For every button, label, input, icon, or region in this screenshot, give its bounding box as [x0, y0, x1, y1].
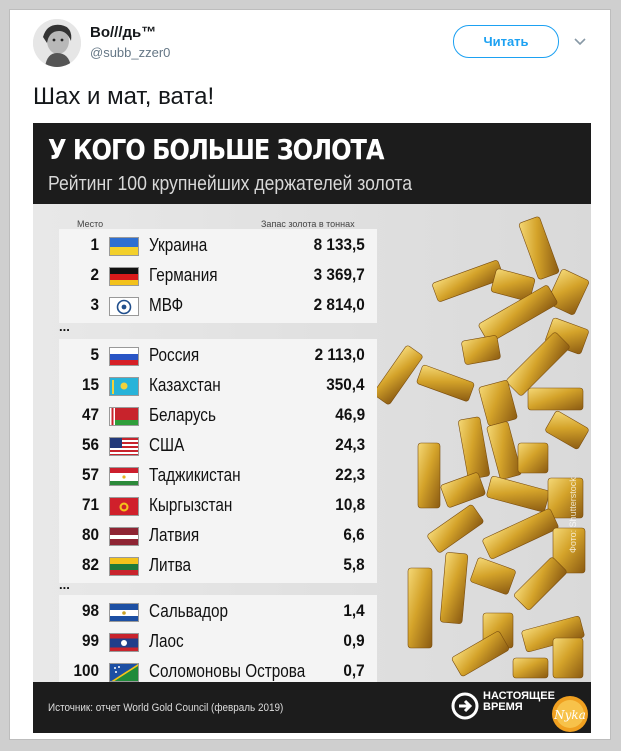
ranking-row: 82 Литва 5,8	[59, 551, 365, 581]
ranking-row: 5 Россия 2 113,0	[59, 341, 365, 371]
ellipsis-1: ...	[59, 319, 70, 334]
rank-number: 1	[90, 235, 99, 254]
gold-amount: 10,8	[335, 495, 365, 514]
rank-number: 80	[81, 525, 99, 544]
avatar-portrait-icon	[33, 19, 81, 67]
latvia-flag-icon	[109, 527, 139, 546]
infographic-footer: Источник: отчет World Gold Council (февр…	[33, 682, 591, 733]
rank-number: 56	[81, 435, 99, 454]
infographic-header: У КОГО БОЛЬШЕ ЗОЛОТА Рейтинг 100 крупней…	[33, 123, 591, 204]
gold-amount: 0,9	[343, 631, 365, 650]
ranking-row: 47 Беларусь 46,9	[59, 401, 365, 431]
brand-line-1: НАСТОЯЩЕЕ	[483, 690, 555, 702]
follow-button[interactable]: Читать	[453, 25, 559, 58]
gold-amount: 22,3	[335, 465, 365, 484]
country-name: Лаос	[149, 631, 184, 651]
infographic-title: У КОГО БОЛЬШЕ ЗОЛОТА	[48, 133, 385, 166]
country-name: Соломоновы Острова	[149, 661, 306, 681]
column-header-amount: Запас золота в тоннах	[261, 219, 355, 229]
country-name: Кыргызстан	[149, 495, 233, 515]
rank-number: 5	[90, 345, 99, 364]
rank-number: 57	[81, 465, 99, 484]
country-name: Литва	[149, 555, 192, 575]
ranking-row: 98 Сальвадор 1,4	[59, 597, 365, 627]
gold-amount: 8 133,5	[313, 235, 365, 254]
author-name[interactable]: Во///дь™	[90, 24, 157, 41]
ranking-row: 2 Германия 3 369,7	[59, 261, 365, 291]
country-name: Таджикистан	[149, 465, 241, 485]
gold-amount: 24,3	[335, 435, 365, 454]
ukraine-flag-icon	[109, 237, 139, 256]
ranking-row: 57 Таджикистан 22,3	[59, 461, 365, 491]
rank-number: 82	[81, 555, 99, 574]
gold-amount: 2 814,0	[313, 295, 365, 314]
gold-amount: 3 369,7	[313, 265, 365, 284]
gold-amount: 0,7	[343, 661, 365, 680]
ranking-table-1: 1 Украина 8 133,5 2 Германия 3 369,7 3 МВФ 2 814…	[59, 229, 377, 323]
lithuania-flag-icon	[109, 557, 139, 576]
kyrgyzstan-flag-icon	[109, 497, 139, 516]
el-salvador-flag-icon	[109, 603, 139, 622]
brand-line-2: ВРЕМЯ	[483, 701, 523, 713]
svg-text:Nyka: Nyka	[553, 708, 586, 722]
ranking-row: 71 Кыргызстан 10,8	[59, 491, 365, 521]
ranking-row: 1 Украина 8 133,5	[59, 231, 365, 261]
ellipsis-2: ...	[59, 577, 70, 592]
current-time-logo-icon	[451, 692, 479, 720]
chevron-down-icon[interactable]	[573, 34, 587, 48]
gold-amount: 1,4	[343, 601, 365, 620]
gold-amount: 6,6	[343, 525, 365, 544]
infographic-image[interactable]: У КОГО БОЛЬШЕ ЗОЛОТА Рейтинг 100 крупней…	[33, 123, 591, 733]
infographic-subtitle: Рейтинг 100 крупнейших держателей золота	[48, 173, 413, 195]
gold-amount: 2 113,0	[314, 345, 365, 364]
ranking-row: 56 США 24,3	[59, 431, 365, 461]
rank-number: 47	[81, 405, 99, 424]
kazakhstan-flag-icon	[109, 377, 139, 396]
laos-flag-icon	[109, 633, 139, 652]
brand-logo: НАСТОЯЩЕЕ ВРЕМЯ	[483, 691, 555, 713]
avatar[interactable]	[33, 19, 81, 67]
gold-amount: 46,9	[335, 405, 365, 424]
russia-flag-icon	[109, 347, 139, 366]
rank-number: 15	[81, 375, 99, 394]
rank-number: 98	[81, 601, 99, 620]
country-name: Беларусь	[149, 405, 216, 425]
belarus-flag-icon	[109, 407, 139, 426]
ranking-row: 99 Лаос 0,9	[59, 627, 365, 657]
germany-flag-icon	[109, 267, 139, 286]
rank-number: 100	[73, 661, 99, 680]
tweet-card: Во///дь™ @subb_zzer0 Читать Шах и мат, в…	[9, 9, 611, 740]
rank-number: 3	[90, 295, 99, 314]
rank-number: 99	[81, 631, 99, 650]
ranking-row: 15 Казахстан 350,4	[59, 371, 365, 401]
rank-number: 71	[81, 495, 99, 514]
nyka-badge-icon: Nyka	[552, 696, 588, 732]
rank-number: 2	[90, 265, 99, 284]
country-name: Украина	[149, 235, 208, 255]
country-name: США	[149, 435, 185, 455]
source-note: Источник: отчет World Gold Council (февр…	[48, 702, 284, 714]
country-name: МВФ	[149, 295, 184, 315]
gold-amount: 350,4	[326, 375, 365, 394]
country-name: Россия	[149, 345, 200, 365]
country-name: Казахстан	[149, 375, 221, 395]
ranking-table-3: 98 Сальвадор 1,4 99 Лаос 0,9 100 Соломоновы Ост…	[59, 595, 377, 689]
imf-flag-icon	[109, 297, 139, 316]
country-name: Германия	[149, 265, 218, 285]
usa-flag-icon	[109, 437, 139, 456]
photo-credit: Фото: Shutterstock	[568, 477, 578, 553]
gold-amount: 5,8	[343, 555, 365, 574]
solomon-islands-flag-icon	[109, 663, 139, 682]
ranking-row: 3 МВФ 2 814,0	[59, 291, 365, 321]
ranking-row: 100 Соломоновы Острова 0,7	[59, 657, 365, 687]
author-handle[interactable]: @subb_zzer0	[90, 45, 171, 60]
ranking-table-2: 5 Россия 2 113,0 15 Казахстан 350,4 47 Беларусь…	[59, 339, 377, 583]
tweet-text: Шах и мат, вата!	[33, 83, 215, 110]
column-header-place: Место	[77, 219, 104, 229]
ranking-row: 80 Латвия 6,6	[59, 521, 365, 551]
tajikistan-flag-icon	[109, 467, 139, 486]
country-name: Сальвадор	[149, 601, 229, 621]
country-name: Латвия	[149, 525, 200, 545]
